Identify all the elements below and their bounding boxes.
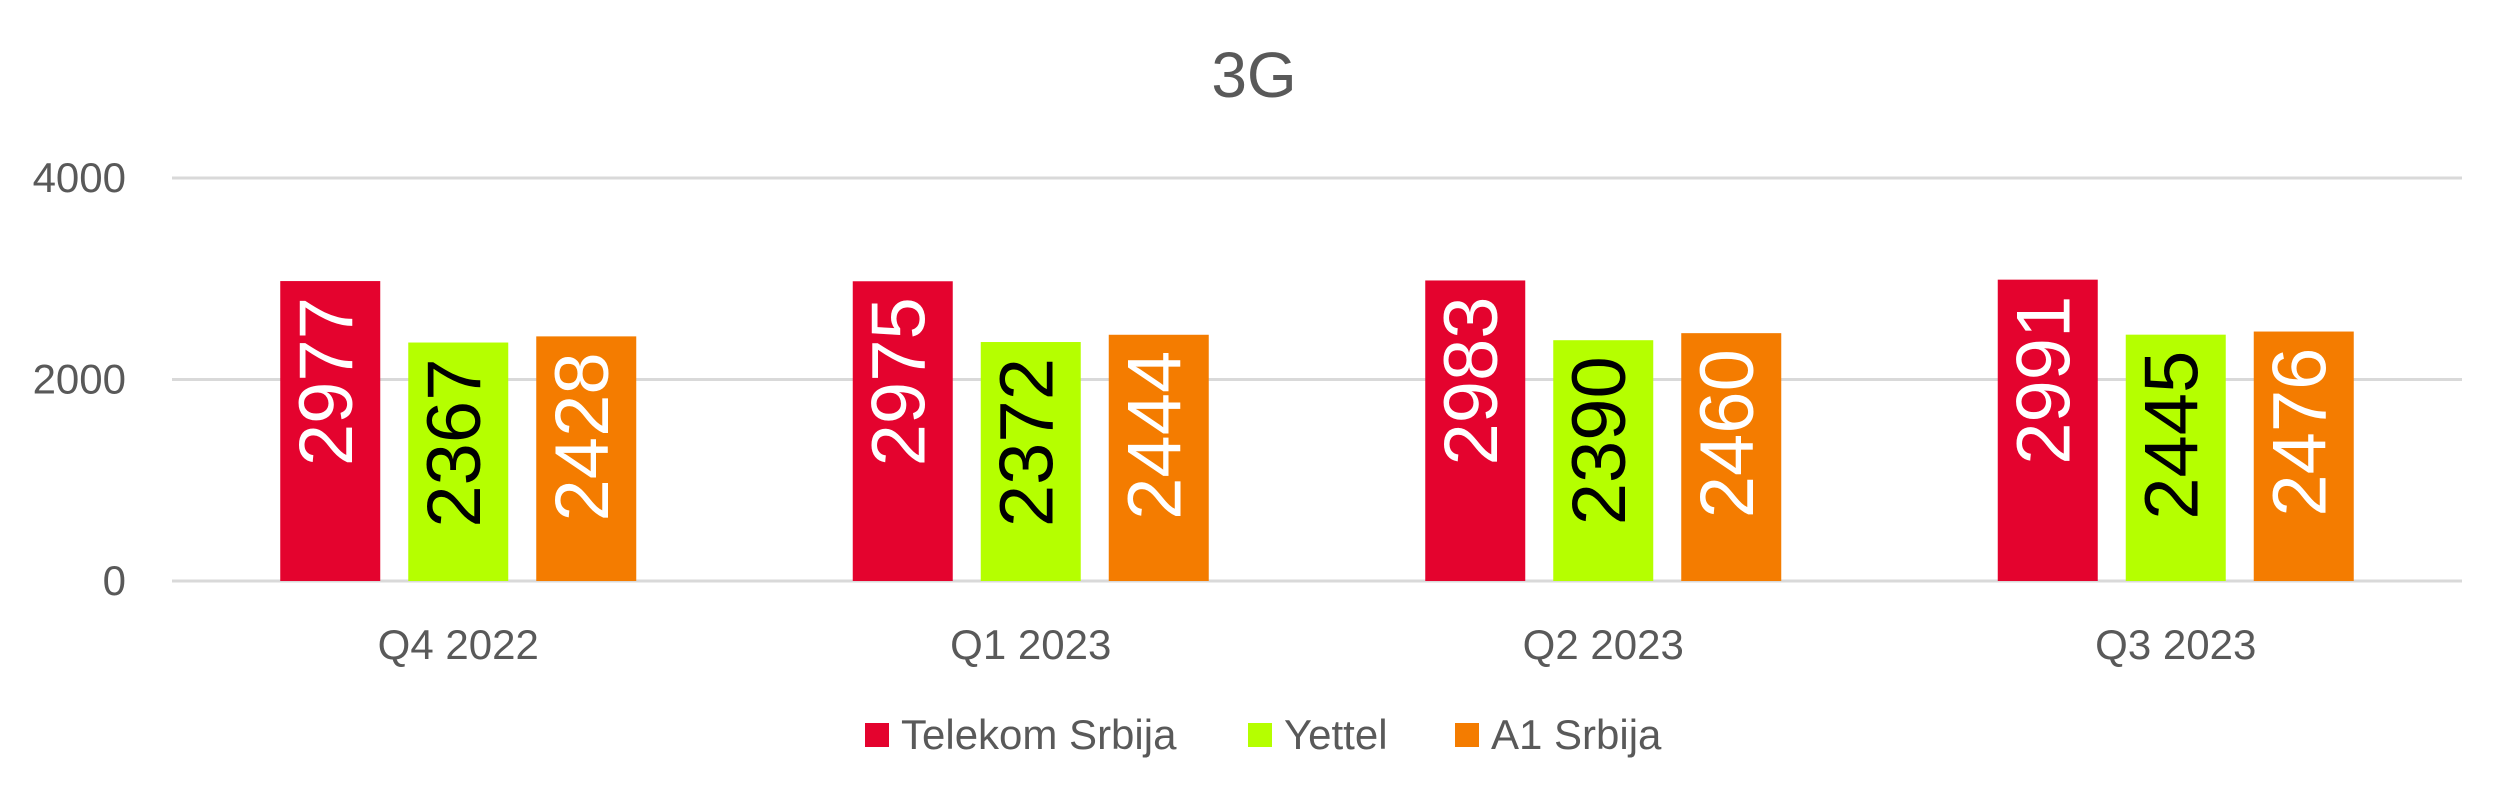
x-category-label: Q3 2023 [2095, 621, 2256, 668]
bar-data-label: 2476 [2258, 348, 2343, 517]
bar-a1-srbija [2253, 331, 2354, 581]
legend-label: Yettel [1284, 711, 1388, 758]
x-category-label: Q2 2023 [1523, 621, 1684, 668]
legend: Telekom Srbija Yettel A1 Srbija [865, 711, 1662, 758]
bar-data-label: 2428 [540, 352, 625, 521]
legend-label: A1 Srbija [1491, 711, 1662, 758]
x-axis-categories: Q4 2022 Q1 2023 Q2 2023 Q3 2023 [378, 621, 2257, 668]
bar-telekom-srbija [280, 281, 381, 581]
bar-data-label: 2977 [284, 297, 369, 466]
legend-swatch [1248, 723, 1272, 747]
y-tick-label: 2000 [33, 356, 126, 403]
bars: 2977 2367 2428 2975 2372 2444 2983 2390 2460 2991… [280, 279, 2354, 581]
x-category-label: Q4 2022 [378, 621, 539, 668]
x-category-label: Q1 2023 [950, 621, 1111, 668]
gridlines [172, 176, 2462, 583]
bar-telekom-srbija [1425, 280, 1526, 581]
bar-data-label: 2975 [857, 297, 942, 466]
bar-data-label: 2983 [1429, 296, 1514, 465]
bar-a1-srbija [1681, 333, 1782, 581]
bar-data-label: 2372 [985, 358, 1070, 527]
bar-telekom-srbija [1997, 279, 2098, 581]
legend-swatch [865, 723, 889, 747]
legend-swatch [1455, 723, 1479, 747]
y-tick-label: 0 [103, 557, 126, 604]
bar-yettel [2125, 334, 2226, 581]
chart-title: 3G [1211, 39, 1296, 111]
bar-yettel [1553, 340, 1654, 581]
y-tick-label: 4000 [33, 154, 126, 201]
y-axis-ticks: 0 2000 4000 [33, 154, 126, 604]
bar-yettel [408, 342, 509, 581]
bar-data-label: 2445 [2130, 351, 2215, 520]
bar-a1-srbija [536, 336, 637, 581]
bar-data-label: 2991 [2002, 296, 2087, 465]
bar-data-label: 2367 [412, 359, 497, 528]
bar-data-label: 2444 [1113, 351, 1198, 520]
bar-data-label: 2390 [1557, 356, 1642, 525]
bar-telekom-srbija [852, 281, 953, 581]
bar-yettel [980, 342, 1081, 581]
bar-data-label: 2460 [1685, 349, 1770, 518]
legend-label: Telekom Srbija [901, 711, 1177, 758]
bar-a1-srbija [1108, 334, 1209, 581]
